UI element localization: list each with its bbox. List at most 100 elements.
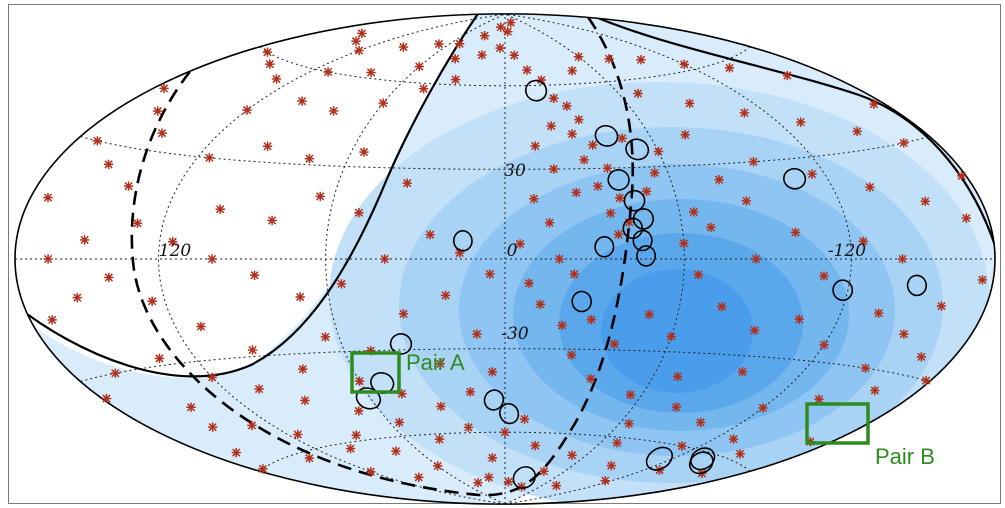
map-outline [14, 13, 996, 505]
event-marker [354, 208, 364, 218]
event-marker [728, 434, 739, 444]
event-marker [132, 218, 143, 228]
event-marker [749, 325, 760, 336]
event-marker [567, 450, 577, 460]
event-marker [242, 105, 252, 115]
event-marker [689, 207, 699, 217]
event-marker [258, 464, 268, 474]
event-marker [605, 208, 616, 218]
event-marker [354, 376, 365, 386]
event-marker [717, 302, 727, 312]
target-circle [594, 236, 615, 258]
event-marker [741, 196, 752, 206]
event-marker [544, 218, 555, 228]
event-marker [782, 70, 793, 81]
event-marker [434, 434, 445, 444]
event-marker [366, 67, 376, 78]
event-marker [207, 254, 217, 264]
event-marker [101, 393, 112, 404]
event-marker [609, 339, 620, 349]
event-marker [865, 182, 875, 192]
event-marker [680, 130, 690, 140]
event-marker [506, 17, 516, 28]
event-marker [418, 84, 429, 94]
target-circle [571, 290, 593, 313]
event-marker [215, 204, 225, 214]
event-marker [751, 254, 761, 264]
event-marker [323, 67, 333, 77]
event-marker [860, 363, 871, 373]
event-marker [487, 367, 498, 377]
event-marker [473, 478, 483, 488]
event-marker [536, 75, 546, 85]
exposure-level-7 [601, 269, 753, 393]
event-marker [196, 321, 206, 332]
event-marker [159, 83, 169, 94]
sky-map-plot: 120 0 -120 30 -30 Pair A Pair B [14, 13, 996, 505]
event-marker [873, 308, 884, 318]
event-marker [916, 352, 927, 362]
event-marker [593, 181, 603, 191]
event-marker [529, 194, 539, 204]
target-circle [607, 169, 630, 191]
event-marker [262, 47, 273, 57]
event-marker [897, 254, 908, 264]
event-marker [262, 141, 273, 151]
event-marker [293, 429, 303, 440]
event-marker [600, 476, 610, 486]
event-marker [858, 236, 869, 247]
event-marker [402, 178, 412, 188]
event-marker [79, 235, 90, 245]
event-marker [379, 254, 390, 264]
event-marker [254, 384, 264, 394]
target-circles [355, 79, 928, 489]
target-circle [594, 124, 619, 147]
event-marker [819, 340, 829, 350]
event-marker [562, 101, 572, 111]
event-marker [724, 63, 735, 73]
event-marker [440, 290, 451, 301]
event-marker [495, 43, 505, 53]
lon-tick-label-minus-120: -120 [828, 241, 866, 261]
event-marker [535, 299, 546, 309]
event-marker [357, 28, 367, 39]
event-marker [110, 368, 121, 378]
event-marker [530, 440, 540, 451]
event-marker [571, 187, 581, 198]
target-circle [499, 402, 520, 425]
event-marker [641, 186, 652, 197]
event-marker [454, 39, 465, 49]
target-circle [524, 79, 548, 102]
event-marker [677, 441, 687, 451]
event-marker [625, 390, 636, 400]
event-marker [43, 192, 53, 203]
event-marker [207, 422, 218, 432]
event-marker [737, 367, 748, 377]
event-marker [579, 155, 589, 165]
pair-b-box [805, 402, 870, 445]
exposure-boundary-left [14, 13, 485, 378]
event-marker [500, 427, 510, 437]
sky-map-frame: 120 0 -120 30 -30 Pair A Pair B [8, 4, 1001, 505]
event-marker [574, 114, 584, 125]
event-marker [231, 447, 241, 458]
event-marker [265, 59, 275, 69]
event-marker [414, 61, 424, 72]
event-marker [602, 163, 613, 173]
event-marker [271, 74, 282, 84]
event-marker [524, 278, 534, 288]
target-circle [690, 447, 716, 471]
lon-tick-label-0: 0 [507, 241, 518, 261]
event-marker [653, 146, 664, 157]
event-marker [394, 417, 405, 428]
event-marker [186, 402, 196, 412]
event-marker [391, 446, 401, 456]
event-marker [604, 54, 614, 64]
event-marker [666, 331, 676, 342]
event-marker [485, 269, 495, 279]
event-marker [549, 93, 559, 103]
event-marker [351, 430, 361, 440]
pair-b-label: Pair B [875, 444, 935, 469]
parallel-line [80, 136, 930, 170]
event-marker [398, 309, 409, 319]
